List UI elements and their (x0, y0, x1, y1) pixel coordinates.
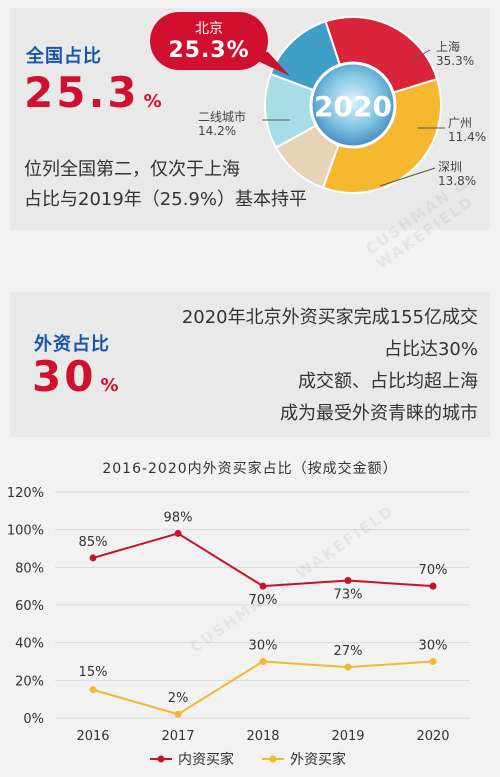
buyer-share-line-chart: 0% 20% 40% 60% 80% 100% 120% 2016 2017 2018 2019 20… (7, 486, 470, 768)
note-line-2: 占比与2019年（25.9%）基本持平 (24, 189, 307, 210)
line-chart-title: 2016-2020内外资买家占比（按成交金额） (102, 461, 398, 477)
domestic-point (89, 554, 97, 562)
foreign-data-label: 30% (249, 639, 278, 654)
pie-label-shanghai: 上海 35.3% (436, 40, 474, 68)
foreign-data-label: 27% (334, 644, 363, 659)
x-tick-label: 2020 (416, 729, 449, 744)
foreign-share-value: 30% (32, 356, 119, 398)
national-share-heading: 全国占比 (26, 46, 102, 67)
pie-center-year: 2020 (314, 90, 392, 123)
note-line-1: 位列全国第二，仅次于上海 (24, 159, 240, 180)
y-tick-label: 100% (7, 524, 44, 539)
domestic-data-label: 70% (419, 563, 448, 578)
legend-marker (157, 755, 165, 763)
y-tick-label: 20% (15, 674, 44, 689)
foreign-share-description: 2020年北京外资买家完成155亿成交 占比达30% 成交额、占比均超上海 成为… (182, 302, 478, 430)
y-tick-label: 80% (15, 561, 44, 576)
y-tick-label: 0% (23, 712, 44, 727)
foreign-point (344, 663, 352, 671)
callout-city: 北京 (195, 21, 223, 37)
domestic-data-label: 85% (79, 535, 108, 550)
x-tick-label: 2016 (76, 729, 109, 744)
foreign-buyer-line (92, 660, 434, 716)
foreign-share-number: 30 (32, 352, 97, 401)
beijing-callout: 北京 25.3% (150, 12, 268, 70)
x-tick-label: 2017 (161, 729, 194, 744)
foreign-share-unit: % (100, 375, 119, 396)
label-value: 11.4% (448, 130, 487, 144)
national-share-number: 25.3 (24, 68, 140, 117)
x-tick-label: 2019 (331, 729, 364, 744)
domestic-point (344, 577, 352, 585)
national-share-value: 25.3% (24, 72, 162, 114)
domestic-data-label: 73% (334, 588, 363, 603)
label-value: 13.8% (438, 174, 477, 188)
domestic-data-label: 70% (249, 593, 278, 608)
pie-leader-lines (262, 49, 445, 187)
label-value: 14.2% (198, 124, 237, 138)
label-city: 上海 (436, 40, 461, 54)
description-line: 2020年北京外资买家完成155亿成交 (181, 307, 478, 328)
description-line: 占比达30% (383, 339, 478, 360)
foreign-point (429, 658, 437, 665)
domestic-point (429, 582, 437, 590)
pie-label-guangzhou: 广州 11.4% (448, 116, 486, 144)
legend-domestic: 内资买家 (178, 751, 234, 768)
foreign-point (89, 686, 97, 694)
pie-slice-shenzhen (264, 72, 356, 150)
foreign-point (259, 658, 267, 665)
domestic-point (174, 529, 182, 537)
label-city: 广州 (448, 116, 473, 130)
callout-value: 25.3% (168, 38, 250, 63)
pie-label-shenzhen: 深圳 13.8% (438, 160, 476, 188)
legend-foreign: 外资买家 (290, 751, 346, 768)
legend-marker (269, 755, 277, 763)
description-line: 成为最受外资青睐的城市 (280, 403, 478, 424)
foreign-share-heading: 外资占比 (34, 334, 110, 355)
national-share-unit: % (143, 91, 162, 112)
foreign-data-label: 15% (79, 665, 108, 680)
pie-label-tier2: 二线城市 14.2% (198, 110, 246, 138)
foreign-data-label: 30% (419, 639, 448, 654)
domestic-data-label: 98% (164, 510, 193, 525)
foreign-share-panel (10, 292, 490, 437)
national-share-note: 位列全国第二，仅次于上海 占比与2019年（25.9%）基本持平 (24, 155, 307, 215)
foreign-data-label: 2% (168, 691, 189, 706)
x-tick-label: 2018 (246, 729, 279, 744)
label-value: 35.3% (436, 54, 475, 68)
domestic-point (259, 582, 267, 590)
foreign-point (174, 710, 182, 718)
label-city: 二线城市 (198, 110, 247, 124)
y-tick-label: 60% (15, 599, 44, 614)
y-tick-label: 120% (7, 486, 44, 501)
y-tick-label: 40% (15, 637, 44, 652)
city-share-pie-chart: 2020 (264, 16, 442, 194)
pie-center-image (309, 61, 397, 149)
description-line: 成交额、占比均超上海 (298, 371, 478, 392)
label-city: 深圳 (438, 160, 463, 174)
domestic-buyer-line (92, 532, 434, 588)
